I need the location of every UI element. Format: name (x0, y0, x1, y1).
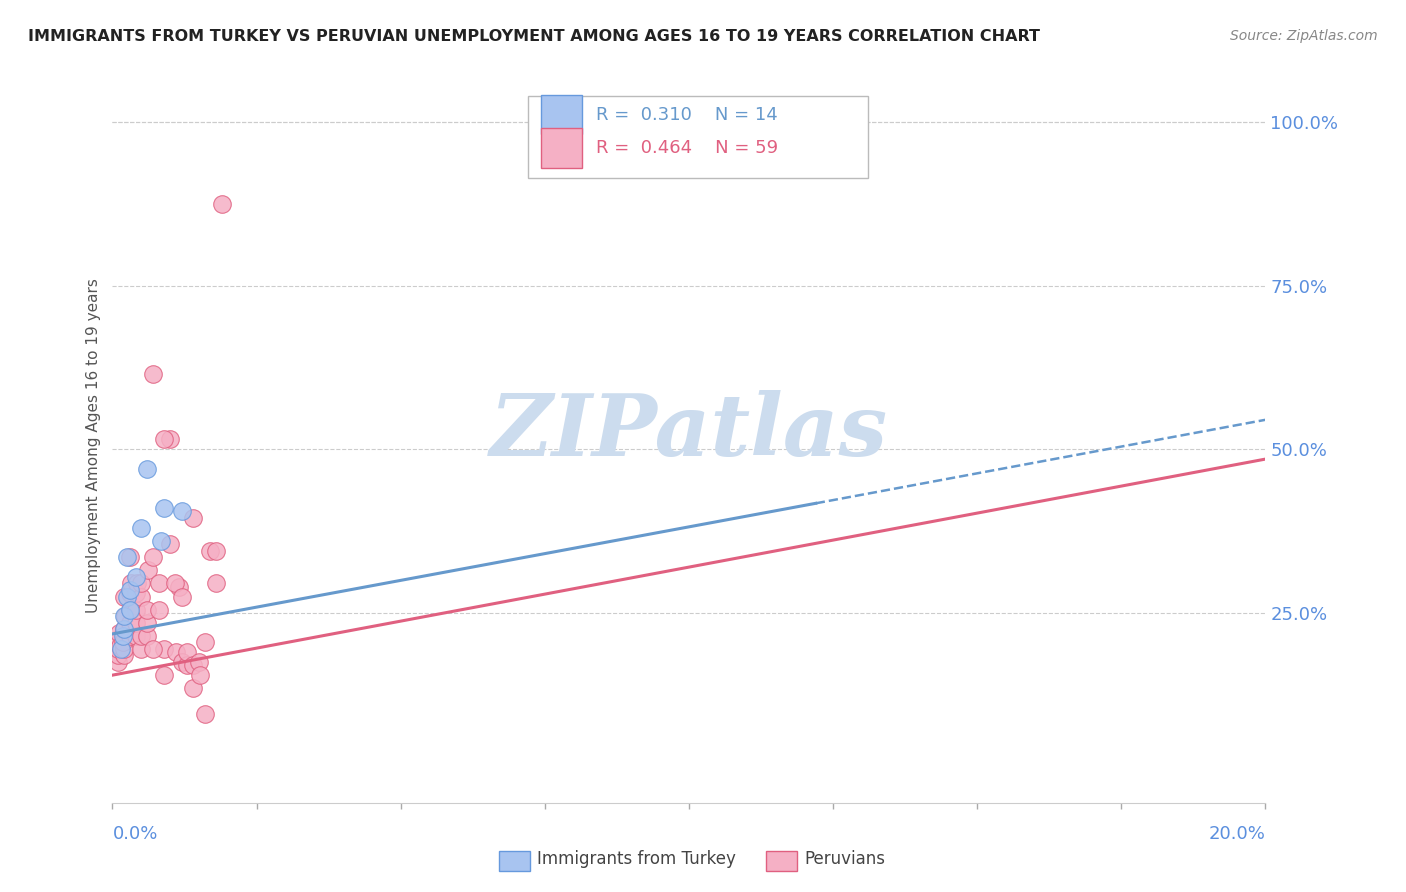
Point (153, 642, 176, 657)
Point (136, 462, 159, 476)
Point (205, 543, 228, 558)
Point (110, 642, 132, 657)
Point (176, 658, 198, 673)
Point (112, 623, 135, 637)
Point (148, 576, 170, 591)
Point (181, 681, 204, 696)
Point (118, 602, 141, 616)
FancyBboxPatch shape (527, 96, 868, 178)
Bar (541, 95, 582, 134)
Text: R =  0.310    N = 14: R = 0.310 N = 14 (596, 105, 778, 123)
Point (176, 645, 198, 659)
Point (118, 602, 141, 616)
Point (142, 367, 165, 381)
Point (111, 635, 134, 649)
Text: 20.0%: 20.0% (1209, 825, 1265, 843)
Point (150, 533, 173, 548)
Point (107, 642, 129, 657)
Text: ZIPatlas: ZIPatlas (489, 390, 889, 474)
Point (136, 563, 159, 577)
Point (211, 196, 233, 211)
Point (136, 629, 159, 643)
Text: Immigrants from Turkey: Immigrants from Turkey (537, 850, 735, 868)
Point (181, 658, 204, 673)
Point (129, 642, 153, 657)
Point (124, 586, 146, 600)
Point (118, 582, 141, 597)
Text: Peruvians: Peruvians (804, 850, 886, 868)
Point (136, 615, 159, 630)
Point (124, 570, 146, 584)
Text: 0.0%: 0.0% (112, 825, 157, 843)
Point (125, 576, 148, 591)
Point (129, 590, 153, 604)
Text: Source: ZipAtlas.com: Source: ZipAtlas.com (1230, 29, 1378, 44)
Bar (541, 128, 582, 168)
Text: R =  0.464    N = 59: R = 0.464 N = 59 (596, 139, 778, 157)
Point (194, 635, 217, 649)
Point (129, 576, 153, 591)
Point (115, 550, 138, 565)
Point (188, 668, 211, 682)
Point (111, 629, 134, 643)
Point (153, 433, 176, 447)
Point (181, 511, 204, 525)
Point (167, 580, 190, 594)
Point (153, 668, 176, 682)
Point (124, 615, 146, 630)
Point (165, 645, 187, 659)
Point (108, 625, 131, 640)
Point (115, 590, 138, 604)
Point (118, 550, 141, 565)
Point (170, 655, 193, 669)
Point (148, 602, 170, 616)
Point (118, 629, 141, 643)
Point (188, 655, 211, 669)
Point (120, 576, 142, 591)
Point (136, 602, 159, 616)
Point (114, 609, 136, 624)
Point (124, 602, 146, 616)
Point (142, 550, 165, 565)
Point (108, 639, 131, 653)
Point (118, 615, 141, 630)
Point (153, 501, 176, 516)
Point (118, 586, 141, 600)
Point (142, 642, 165, 657)
Text: IMMIGRANTS FROM TURKEY VS PERUVIAN UNEMPLOYMENT AMONG AGES 16 TO 19 YEARS CORREL: IMMIGRANTS FROM TURKEY VS PERUVIAN UNEMP… (28, 29, 1040, 45)
Point (194, 707, 217, 722)
Point (112, 609, 135, 624)
Point (124, 629, 146, 643)
Point (129, 629, 153, 643)
Point (200, 543, 222, 558)
Point (107, 655, 129, 669)
Point (163, 576, 186, 591)
Y-axis label: Unemployment Among Ages 16 to 19 years: Unemployment Among Ages 16 to 19 years (86, 278, 101, 614)
Point (112, 590, 135, 604)
Point (205, 576, 228, 591)
Point (170, 590, 193, 604)
Point (112, 648, 135, 663)
Point (159, 537, 181, 551)
Point (159, 433, 181, 447)
Point (129, 521, 153, 535)
Point (170, 504, 193, 518)
Point (107, 632, 129, 647)
Point (112, 642, 135, 657)
Point (112, 623, 135, 637)
Point (107, 648, 129, 663)
